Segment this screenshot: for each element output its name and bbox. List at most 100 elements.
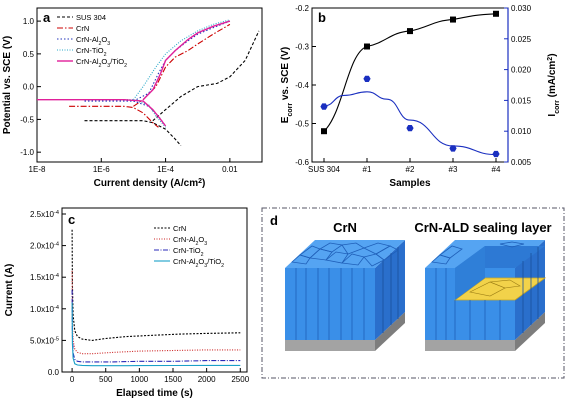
panel-a-series-line-cathodic bbox=[84, 99, 167, 128]
panel-b-icorr-point bbox=[406, 125, 414, 132]
panel-c-ylabel: Current (A) bbox=[4, 264, 15, 317]
panel-a-ytick-label: -0.5 bbox=[20, 115, 34, 124]
panel-a-series-line-cathodic bbox=[84, 120, 182, 146]
panel-b-ytick-left-label: -0.4 bbox=[295, 81, 309, 90]
panel-a-ytick-label: 0.5 bbox=[23, 50, 35, 59]
panel-b-ytick-right-label: 0.015 bbox=[511, 96, 532, 105]
panel-d-right-title: CrN-ALD sealing layer bbox=[414, 220, 551, 235]
panel-c-series-line bbox=[71, 289, 241, 363]
panel-b-ylabel-right: Icorr (mA/cm2) bbox=[547, 53, 561, 116]
panel-b-ecorr-point bbox=[364, 43, 370, 50]
panel-d-schematic: d CrN CrN-ALD sealing layer bbox=[261, 207, 565, 379]
panel-b-ecorr-point bbox=[407, 28, 413, 35]
panel-a-ylabel: Potential vs. SCE (V) bbox=[2, 36, 13, 134]
panel-a-series-line-anodic bbox=[142, 20, 231, 101]
panel-b-corrosion-chart: SUS 304 #1 #2 #3 #4 -0.6 -0.5 -0.4 -0.3 -0.2 0.005… bbox=[280, 4, 561, 189]
panel-c-xtick-label: 1000 bbox=[130, 375, 148, 384]
panel-b-ytick-left-label: -0.3 bbox=[295, 43, 309, 52]
panel-b-xtick-label: SUS 304 bbox=[308, 165, 341, 174]
panel-a-xtick-label: 0.01 bbox=[222, 165, 238, 174]
panel-c-legend-label: CrN bbox=[173, 224, 186, 233]
panel-a-xlabel: Current density (A/cm2) bbox=[94, 178, 206, 190]
panel-b-ytick-left-label: -0.5 bbox=[295, 120, 309, 129]
panel-a-ytick-label: 0.0 bbox=[23, 83, 35, 92]
panel-d-frame bbox=[261, 207, 565, 379]
crn-coating-block bbox=[285, 240, 405, 351]
panel-b-ytick-right-label: 0.030 bbox=[511, 4, 532, 13]
panel-b-xlabel: Samples bbox=[389, 178, 431, 189]
left-coating-front bbox=[285, 268, 375, 340]
panel-c-series-line bbox=[71, 302, 241, 367]
panel-c-current-time-chart: 0 500 1000 1500 2000 2500 0.0 5.0x10-5 1.0x10-4 1… bbox=[4, 207, 250, 399]
right-coating-front-left bbox=[425, 268, 455, 340]
panel-b-icorr-point bbox=[492, 150, 500, 158]
panel-b-letter: b bbox=[318, 10, 326, 25]
panel-b-ytick-left-label: -0.6 bbox=[295, 158, 309, 167]
panel-a-legend-label: CrN-TiO2 bbox=[76, 46, 107, 58]
panel-a-series-line-cathodic bbox=[69, 105, 159, 128]
panel-a-potentiodynamic-chart: 1E-8 1E-6 1E-4 0.01 -1.0 -0.5 0.0 0.5 1.0 Current… bbox=[2, 7, 263, 190]
panel-b-ecorr-point bbox=[450, 16, 456, 23]
panel-c-series-line bbox=[71, 229, 241, 341]
panel-a-legend-label: SUS 304 bbox=[76, 13, 106, 22]
panel-d-left-title: CrN bbox=[333, 220, 357, 235]
panel-c-ytick-label: 1.0x10-4 bbox=[30, 305, 59, 314]
panel-b-ytick-left-label: -0.2 bbox=[295, 4, 309, 13]
panel-a-series-line-anodic bbox=[132, 19, 231, 101]
panel-c-xlabel: Elapsed time (s) bbox=[116, 388, 193, 399]
panel-b-xtick-label: #2 bbox=[406, 165, 415, 174]
cutaway-inner-wall bbox=[455, 246, 485, 300]
panel-b-icorr-point bbox=[320, 103, 328, 110]
panel-b-ytick-right-label: 0.010 bbox=[511, 127, 532, 136]
right-substrate-front bbox=[425, 340, 515, 351]
panel-b-xtick-label: #4 bbox=[492, 165, 501, 174]
panel-c-plot-frame bbox=[61, 207, 248, 373]
panel-a-legend-label: CrN-Al2O3 bbox=[76, 35, 110, 47]
panel-b-icorr-fit-line bbox=[323, 91, 497, 156]
panel-b-ytick-right-label: 0.020 bbox=[511, 66, 532, 75]
panel-c-xtick-label: 1500 bbox=[164, 375, 182, 384]
panel-c-xtick-label: 0 bbox=[70, 375, 75, 384]
panel-a-series-line-cathodic bbox=[84, 100, 167, 127]
panel-c-xtick-label: 500 bbox=[99, 375, 113, 384]
panel-a-ytick-label: 1.0 bbox=[23, 17, 35, 26]
panel-a-xtick-label: 1E-8 bbox=[29, 165, 46, 174]
left-coating-side bbox=[375, 240, 405, 340]
panel-a-series-line-cathodic bbox=[37, 98, 167, 127]
left-substrate-front bbox=[285, 340, 375, 351]
panel-a-plot-frame bbox=[36, 7, 263, 163]
right-coating-side bbox=[515, 240, 545, 340]
panel-b-xtick-label: #3 bbox=[449, 165, 458, 174]
panel-c-ytick-label: 1.5x10-4 bbox=[30, 273, 59, 282]
panel-c-series-line bbox=[71, 270, 241, 355]
crn-ald-coating-block bbox=[425, 240, 547, 351]
panel-b-xtick-label: #1 bbox=[363, 165, 372, 174]
panel-c-ytick-label: 5.0x10-5 bbox=[30, 336, 59, 345]
panel-b-ylabel-left: Ecorr vs. SCE (V) bbox=[280, 47, 294, 123]
panel-c-legend-label: CrN-TiO2 bbox=[173, 246, 204, 258]
panel-a-letter: a bbox=[43, 10, 51, 25]
panel-a-legend-label: CrN-Al2O3/TiO2 bbox=[76, 57, 127, 69]
panel-b-icorr-point bbox=[449, 145, 457, 152]
panel-a-xtick-label: 1E-4 bbox=[157, 165, 174, 174]
panel-b-ytick-right-label: 0.005 bbox=[511, 158, 532, 167]
panel-a-series-line-anodic bbox=[133, 23, 231, 107]
panel-c-xtick-label: 2000 bbox=[198, 375, 216, 384]
panel-d-letter: d bbox=[270, 213, 278, 228]
panel-a-xtick-label: 1E-6 bbox=[93, 165, 110, 174]
panel-c-ytick-label: 0.0 bbox=[48, 368, 60, 377]
panel-a-legend-label: CrN bbox=[76, 24, 89, 33]
panel-b-icorr-point bbox=[363, 75, 371, 82]
panel-c-xtick-label: 2500 bbox=[231, 375, 249, 384]
panel-c-ytick-label: 2.0x10-4 bbox=[30, 242, 59, 251]
panel-c-legend-label: CrN-Al2O3/TiO2 bbox=[173, 257, 224, 269]
panel-b-ecorr-fit-line bbox=[323, 13, 497, 132]
panel-a-ytick-label: -1.0 bbox=[20, 148, 34, 157]
panel-c-legend-label: CrN-Al2O3 bbox=[173, 235, 207, 247]
panel-c-ytick-label: 2.5x10-4 bbox=[30, 210, 59, 219]
panel-b-ecorr-point bbox=[493, 10, 499, 17]
panel-b-ecorr-point bbox=[321, 128, 327, 135]
panel-c-letter: c bbox=[68, 212, 75, 227]
panel-b-ytick-right-label: 0.025 bbox=[511, 35, 532, 44]
